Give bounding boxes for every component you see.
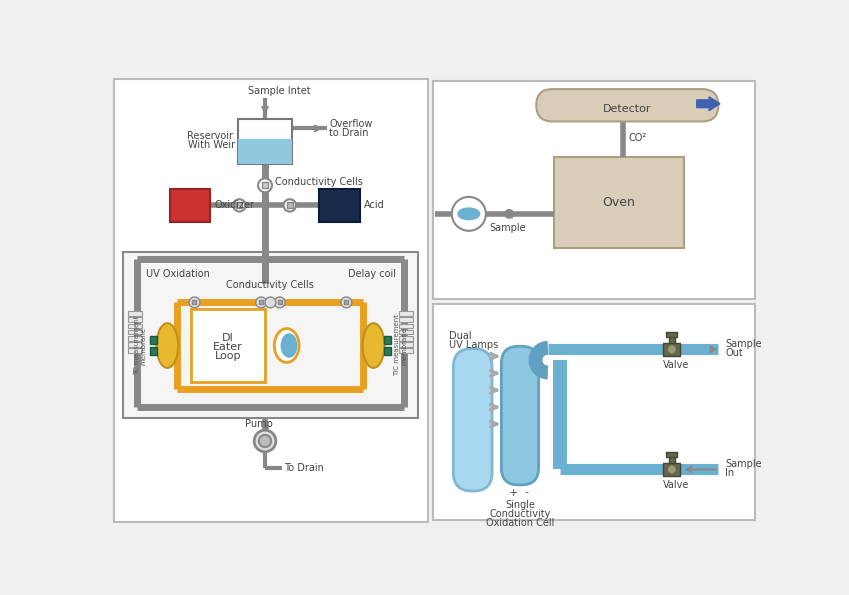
Circle shape	[265, 297, 276, 308]
Text: Valve: Valve	[662, 480, 689, 490]
Text: Oxidizer: Oxidizer	[215, 201, 255, 211]
Text: Detector: Detector	[603, 104, 651, 114]
Circle shape	[256, 297, 267, 308]
Circle shape	[259, 435, 271, 447]
Bar	[114, 79, 428, 522]
Circle shape	[452, 197, 486, 231]
Text: Single: Single	[505, 500, 535, 510]
Text: Delay coil: Delay coil	[348, 269, 396, 279]
Bar	[433, 304, 755, 520]
Text: UV Oxidation: UV Oxidation	[146, 269, 211, 279]
Text: TC measurement
membrane: TC measurement membrane	[134, 316, 147, 375]
Text: Conductivity: Conductivity	[489, 509, 551, 519]
Circle shape	[667, 345, 677, 354]
Bar	[128, 317, 142, 322]
Ellipse shape	[363, 323, 385, 368]
Circle shape	[233, 199, 245, 212]
Circle shape	[258, 178, 272, 192]
FancyBboxPatch shape	[537, 89, 718, 121]
Text: Sample: Sample	[725, 339, 762, 349]
Text: TIC measurement
membrane: TIC measurement membrane	[394, 315, 408, 377]
Text: +: +	[509, 487, 519, 497]
Bar	[669, 456, 675, 464]
Text: Sample: Sample	[489, 223, 526, 233]
FancyBboxPatch shape	[502, 346, 538, 485]
Bar	[384, 336, 391, 344]
Bar	[128, 330, 142, 334]
Ellipse shape	[281, 334, 297, 357]
Text: Eater: Eater	[213, 342, 243, 352]
Bar	[399, 317, 413, 322]
Text: Overflow: Overflow	[329, 119, 373, 129]
Bar	[399, 336, 413, 340]
Text: Sample Intet: Sample Intet	[248, 86, 311, 96]
Bar	[663, 343, 680, 356]
Circle shape	[341, 297, 351, 308]
Bar	[669, 336, 675, 343]
Bar	[384, 347, 391, 355]
Bar	[128, 336, 142, 340]
Text: Loop: Loop	[215, 351, 241, 361]
Bar	[238, 139, 292, 164]
Text: Sample: Sample	[725, 459, 762, 469]
Text: To Drain: To Drain	[284, 463, 323, 473]
Bar	[399, 330, 413, 334]
Text: UV Lamps: UV Lamps	[449, 340, 498, 350]
Text: CO²: CO²	[628, 133, 646, 143]
Bar	[128, 348, 142, 353]
Bar	[399, 348, 413, 353]
Text: Oven: Oven	[603, 196, 636, 209]
Circle shape	[667, 465, 677, 474]
Text: to Drain: to Drain	[329, 128, 368, 138]
Bar	[399, 311, 413, 316]
FancyArrow shape	[697, 97, 720, 111]
Text: Conductivity Cells: Conductivity Cells	[227, 280, 314, 290]
Text: Out: Out	[725, 348, 743, 358]
Ellipse shape	[156, 323, 178, 368]
Text: Conductivity Cells: Conductivity Cells	[275, 177, 363, 186]
Bar	[319, 189, 359, 221]
Bar	[554, 157, 684, 248]
Circle shape	[505, 210, 513, 218]
Bar	[128, 311, 142, 316]
Text: With Weir: With Weir	[188, 140, 234, 149]
Bar	[238, 119, 292, 164]
Bar	[123, 252, 418, 418]
Circle shape	[254, 430, 276, 452]
Text: Pump: Pump	[245, 419, 273, 429]
Circle shape	[284, 199, 296, 212]
FancyBboxPatch shape	[453, 349, 492, 491]
Bar	[666, 452, 678, 457]
Circle shape	[274, 297, 285, 308]
Bar	[128, 342, 142, 347]
Text: Valve: Valve	[662, 360, 689, 369]
Ellipse shape	[274, 328, 299, 362]
Bar	[149, 347, 157, 355]
Circle shape	[189, 297, 200, 308]
Bar	[149, 336, 157, 344]
Bar	[663, 464, 680, 475]
Text: In: In	[725, 468, 734, 478]
Bar	[170, 189, 210, 221]
Bar	[128, 324, 142, 328]
Ellipse shape	[458, 208, 480, 220]
Text: -: -	[524, 487, 528, 497]
Text: Oxidation Cell: Oxidation Cell	[486, 518, 554, 528]
Bar	[666, 331, 678, 337]
Text: Acid: Acid	[364, 201, 385, 211]
Bar	[399, 324, 413, 328]
Text: DI: DI	[222, 333, 234, 343]
Text: Reservoir: Reservoir	[188, 131, 233, 141]
Bar	[399, 342, 413, 347]
Text: Dual: Dual	[449, 331, 472, 342]
Bar	[433, 81, 755, 299]
Bar	[191, 309, 265, 383]
